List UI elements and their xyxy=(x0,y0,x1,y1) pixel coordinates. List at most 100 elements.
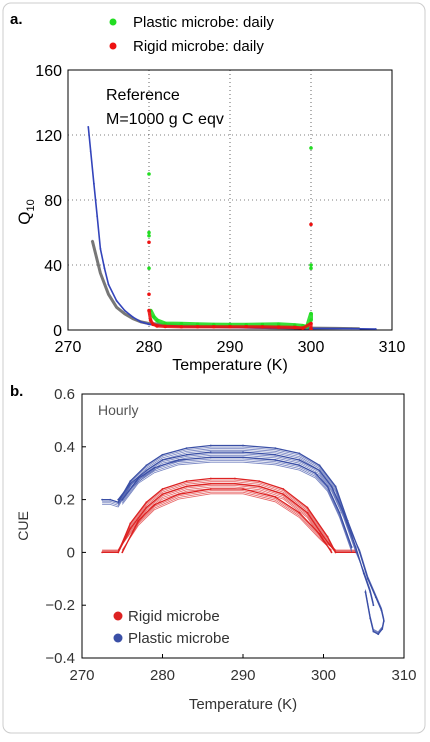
panel-a-daily-point xyxy=(309,311,313,316)
panel-b-ytick-label: −0.4 xyxy=(45,650,75,667)
panel-a-series-point xyxy=(350,327,353,330)
panel-b-series-point xyxy=(177,493,180,496)
panel-a-ylabel-sub: 10 xyxy=(25,199,37,211)
panel-b-label: b. xyxy=(10,383,23,400)
panel-a-series-point xyxy=(93,182,95,185)
panel-b-series-point xyxy=(109,498,112,501)
panel-b-series-point xyxy=(326,485,329,488)
panel-b-series-line xyxy=(117,486,336,552)
legend-label-plastic-daily: Plastic microbe: daily xyxy=(133,14,274,31)
panel-b-ylabel: CUE xyxy=(15,511,31,541)
panel-b-series-line xyxy=(121,456,353,548)
panel-b-series-point xyxy=(242,444,244,447)
panel-b-series-point xyxy=(145,506,148,509)
panel-a-daily-point xyxy=(309,146,313,150)
panel-b-series-point xyxy=(322,535,325,538)
panel-a-ytick-label: 40 xyxy=(44,258,62,275)
panel-b-series-point xyxy=(318,469,321,472)
panel-a-xlabel: Temperature (K) xyxy=(172,357,288,374)
panel-b-series-point xyxy=(161,459,164,461)
panel-a-daily-point xyxy=(147,233,151,238)
panel-b-series-point xyxy=(101,498,104,501)
panel-b-series-point xyxy=(342,511,345,514)
panel-b-series-point xyxy=(377,633,380,636)
panel-b-series-point xyxy=(369,617,372,620)
panel-b-series-point xyxy=(274,447,277,450)
panel-b-series-point xyxy=(161,493,164,496)
panel-b-series-line xyxy=(121,460,353,551)
panel-a-series-point xyxy=(87,125,90,128)
panel-a-xtick-label: 300 xyxy=(298,339,325,356)
panel-b-series-line xyxy=(102,477,356,554)
panel-b-series-point xyxy=(298,459,301,461)
panel-b-ticks: 270 280 290 300 310 −0.4 −0.2 0 0.2 0.4 0.6 xyxy=(45,386,416,684)
panel-b-series-point xyxy=(153,503,156,506)
panel-a-daily-point xyxy=(179,324,184,329)
panel-a-series-point xyxy=(123,312,126,315)
panel-b-series-line xyxy=(102,448,385,633)
panel-b-series-point xyxy=(382,620,385,622)
panel-b: b. 270 280 290 300 310 −0.4 −0.2 0 0.2 0.4 0.6 Hou… xyxy=(10,383,417,713)
panel-b-series-point xyxy=(338,511,341,514)
panel-b-series-line xyxy=(121,488,333,553)
panel-b-series-point xyxy=(242,488,244,490)
panel-b-series-point xyxy=(362,572,365,575)
panel-b-series-point xyxy=(258,485,260,488)
panel-a-series-point xyxy=(374,328,377,330)
panel-a-ylabel-main: Q xyxy=(15,212,34,225)
panel-b-series-point xyxy=(306,506,309,509)
panel-a-xtick-label: 310 xyxy=(379,339,406,356)
panel-b-series-line xyxy=(117,484,336,552)
panel-a-daily-point xyxy=(301,326,305,330)
panel-b-xtick-label: 280 xyxy=(150,667,175,684)
panel-b-series-point xyxy=(374,596,377,599)
panel-b-ytick-label: −0.2 xyxy=(45,597,75,614)
panel-b-series xyxy=(101,444,385,636)
panel-b-series-point xyxy=(161,453,164,456)
panel-b-series-point xyxy=(209,482,212,485)
panel-b-series-point xyxy=(274,453,277,456)
panel-b-series-point xyxy=(129,480,132,483)
panel-b-series-line xyxy=(102,481,356,552)
panel-b-series-point xyxy=(364,591,367,593)
panel-a-series-point xyxy=(107,283,110,286)
legend-label-rigid-daily: Rigid microbe: daily xyxy=(133,38,264,55)
panel-a-series-point xyxy=(115,306,118,309)
panel-b-series-point xyxy=(101,551,104,554)
panel-b-series-point xyxy=(334,485,337,488)
panel-b-ytick-label: 0.2 xyxy=(54,492,75,509)
panel-b-series-point xyxy=(234,482,236,485)
panel-a-daily-point xyxy=(309,266,313,271)
legend-marker-plastic xyxy=(113,633,123,643)
panel-b-series-point xyxy=(129,522,132,525)
panel-a-series-point xyxy=(115,299,118,302)
panel-b-series-point xyxy=(334,551,337,554)
panel-b-series-point xyxy=(153,467,156,469)
panel-b-series-line xyxy=(121,461,353,553)
panel-b-series-point xyxy=(121,498,124,501)
panel-a-daily-point xyxy=(163,324,167,329)
panel-b-series-point xyxy=(282,493,285,496)
panel-b-xlabel: Temperature (K) xyxy=(189,696,297,713)
panel-b-series-point xyxy=(358,551,361,554)
panel-a-ticks: 270 280 290 300 310 0 40 80 120 160 xyxy=(35,63,405,356)
panel-a-daily-point xyxy=(163,321,167,326)
panel-b-series-line xyxy=(102,444,385,635)
panel-a-daily-point xyxy=(309,327,313,330)
panel-b-xtick-label: 310 xyxy=(391,667,416,684)
panel-a-daily-point xyxy=(151,322,155,327)
panel-a-daily-point xyxy=(309,318,313,323)
panel-b-series-point xyxy=(369,591,372,593)
panel-b-series-point xyxy=(381,628,384,630)
panel-a-series-point xyxy=(89,150,92,153)
legend-marker-rigid-daily xyxy=(109,42,117,50)
panel-a-daily-point xyxy=(195,324,200,329)
panel-b-series-point xyxy=(145,469,148,472)
legend-label-plastic: Plastic microbe xyxy=(128,630,230,647)
panel-b-series-point xyxy=(298,464,301,467)
panel-a-xtick-label: 280 xyxy=(136,339,163,356)
panel-a-daily-band xyxy=(147,310,313,330)
panel-a-daily-point xyxy=(155,324,159,328)
panel-b-series-point xyxy=(366,577,369,580)
